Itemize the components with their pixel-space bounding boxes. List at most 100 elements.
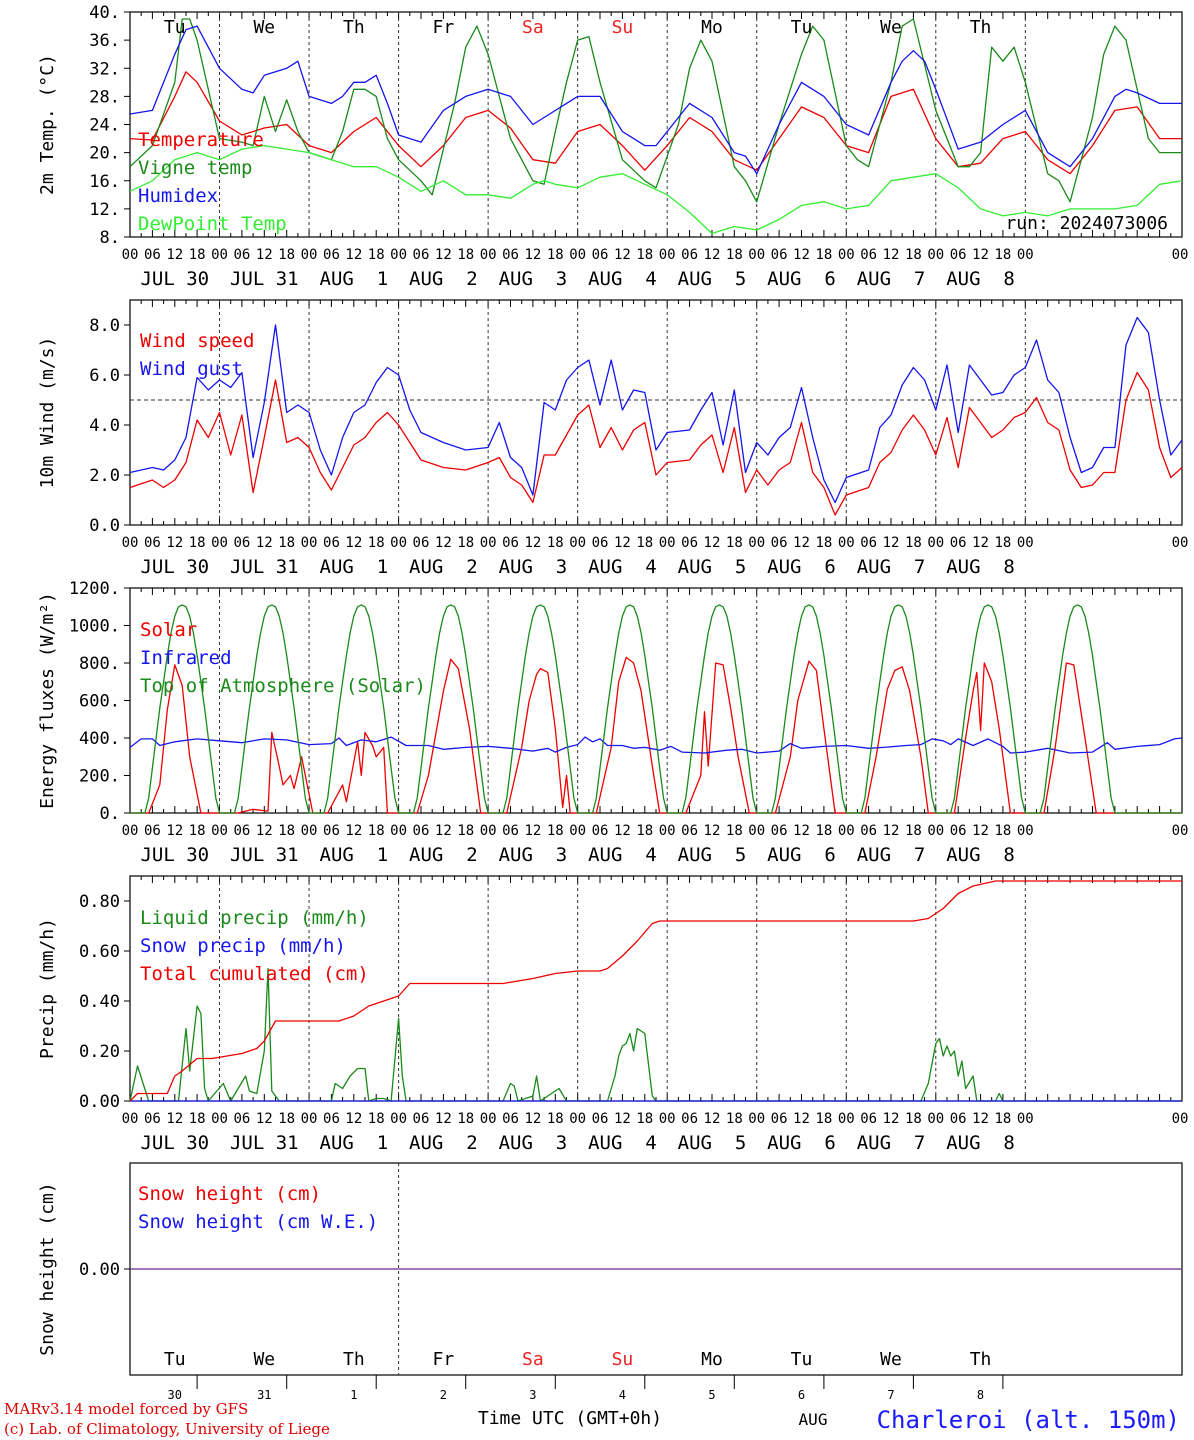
x-hour-tick-label: 18: [189, 823, 206, 839]
y-tick-label: 0.: [100, 804, 120, 824]
x-hour-tick-label: 06: [681, 1111, 698, 1127]
x-hour-tick-label: 18: [278, 535, 295, 551]
x-hour-tick-label: 06: [413, 247, 430, 263]
x-hour-tick-label: 00: [1017, 535, 1034, 551]
x-hour-tick-label: 06: [592, 823, 609, 839]
x-hour-tick-label: 06: [681, 823, 698, 839]
x-hour-tick-label: 18: [815, 247, 832, 263]
x-date-label: AUG 2: [409, 844, 478, 866]
x-hour-tick-label: 12: [524, 535, 541, 551]
x-hour-tick-label: 12: [166, 247, 183, 263]
day-number-label: 2: [440, 1388, 447, 1402]
station-name: Charleroi (alt. 150m): [877, 1406, 1180, 1434]
x-hour-tick-label: 00: [211, 247, 228, 263]
x-hour-tick-label: 12: [256, 823, 273, 839]
day-name-label: Mo: [701, 1349, 723, 1370]
x-hour-tick-label: 18: [457, 535, 474, 551]
x-hour-tick-label: 18: [636, 247, 653, 263]
day-name-label: Th: [343, 17, 365, 38]
x-date-label: AUG 1: [320, 844, 389, 866]
legend-total-cumulated-cm: Total cumulated (cm): [140, 963, 369, 985]
series-line-vigne-temp: [129, 18, 1182, 203]
x-hour-tick-label: 06: [502, 535, 519, 551]
x-hour-tick-label: 18: [726, 535, 743, 551]
x-hour-tick-label: 18: [905, 535, 922, 551]
panel-wind: 0.0 2.0 4.0 6.0 8.0 10m Wind (m/s) Wind speed W…: [37, 299, 1188, 578]
x-hour-tick-label: 12: [972, 535, 989, 551]
x-hour-tick-label: 12: [704, 1111, 721, 1127]
legend-solar: Solar: [140, 619, 197, 641]
series-line-dewpoint-temp: [129, 144, 1183, 235]
x-hour-tick-label: 06: [502, 1111, 519, 1127]
day-number-label: 1: [350, 1388, 357, 1402]
x-hour-tick-label: 00: [569, 535, 586, 551]
day-number-label: 4: [619, 1388, 626, 1402]
series-line-wind-gust: [129, 316, 1183, 504]
x-hour-tick-label: 06: [233, 1111, 250, 1127]
day-number-label: 8: [977, 1388, 984, 1402]
legend-top-of-atmosphere-solar: Top of Atmosphere (Solar): [140, 675, 426, 697]
panel-snow-height: 0.00 Snow height (cm) Snow height (cm) Snow…: [37, 1162, 1183, 1402]
time-axis-label: Time UTC (GMT+0h): [478, 1408, 662, 1429]
x-hour-tick-label: 12: [166, 1111, 183, 1127]
x-hour-tick-label: 18: [547, 823, 564, 839]
x-hour-tick-label: 00: [1017, 1111, 1034, 1127]
x-hour-tick-label: 06: [860, 247, 877, 263]
day-number-label: 3: [529, 1388, 536, 1402]
legend-snow-precip-mm-h: Snow precip (mm/h): [140, 935, 346, 957]
x-minor-ticks: [129, 300, 1183, 525]
day-name-label: We: [880, 1349, 902, 1370]
x-day-separators: [196, 1375, 1004, 1389]
x-hour-tick-label: 00: [122, 535, 139, 551]
x-hour-tick-label: 00: [838, 1111, 855, 1127]
x-hour-tick-label: 06: [950, 247, 967, 263]
x-date-label: AUG 5: [678, 1132, 747, 1154]
x-hour-tick-label: 18: [547, 247, 564, 263]
day-name-label: Tu: [164, 17, 186, 38]
y-tick-label: 400.: [79, 729, 120, 749]
x-hour-tick-label: 00: [1017, 247, 1034, 263]
day-name-label: Fr: [433, 1349, 455, 1370]
x-date-label: AUG 5: [678, 556, 747, 578]
x-hour-tick-label: 00: [301, 247, 318, 263]
x-hour-tick-label: 00: [122, 1111, 139, 1127]
x-hour-tick-label: 18: [905, 1111, 922, 1127]
x-hour-tick-label: 06: [233, 535, 250, 551]
x-date-label: AUG 5: [678, 844, 747, 866]
x-date-label: JUL 30: [140, 556, 209, 578]
series-line-infrared: [129, 736, 1183, 754]
legend-temperature: Temperature: [138, 129, 264, 151]
x-hour-tick-label: 18: [547, 535, 564, 551]
x-hour-tick-label: 00: [748, 247, 765, 263]
legend-infrared: Infrared: [140, 647, 232, 669]
x-hour-tick-label: 12: [793, 823, 810, 839]
credit-line-2: (c) Lab. of Climatology, University of L…: [4, 1420, 330, 1438]
day-name-label: Sa: [522, 1349, 544, 1370]
x-hour-tick-label: 12: [166, 535, 183, 551]
x-hour-tick-label: 00: [211, 535, 228, 551]
y-tick-label: 8.: [100, 228, 120, 248]
y-tick-label: 24.: [89, 116, 120, 136]
x-hour-tick-label: 18: [278, 247, 295, 263]
x-hour-tick-label: 00: [838, 247, 855, 263]
series-line-humidex: [129, 25, 1182, 175]
x-date-label: AUG 6: [767, 844, 836, 866]
x-hour-tick-label: 18: [278, 823, 295, 839]
x-hour-tick-label: 00: [659, 247, 676, 263]
footer: Time UTC (GMT+0h) AUG Charleroi (alt. 15…: [4, 1400, 1180, 1438]
x-minor-ticks: [129, 876, 1183, 1101]
x-hour-tick-label: 06: [950, 1111, 967, 1127]
x-hour-tick-label: 12: [345, 1111, 362, 1127]
x-hour-tick-label: 12: [704, 823, 721, 839]
x-hour-tick-label: 18: [995, 1111, 1012, 1127]
x-hour-tick-label: 12: [435, 823, 452, 839]
x-hour-tick-label: 18: [368, 535, 385, 551]
x-hour-tick-label: 06: [771, 1111, 788, 1127]
x-hour-tick-label: 00: [480, 823, 497, 839]
x-hour-tick-label: 00: [659, 1111, 676, 1127]
series-line-top-of-atmosphere-solar: [130, 604, 1182, 814]
x-hour-tick-label: 00: [301, 535, 318, 551]
x-hour-tick-label: 06: [860, 1111, 877, 1127]
x-date-label: AUG 2: [409, 556, 478, 578]
